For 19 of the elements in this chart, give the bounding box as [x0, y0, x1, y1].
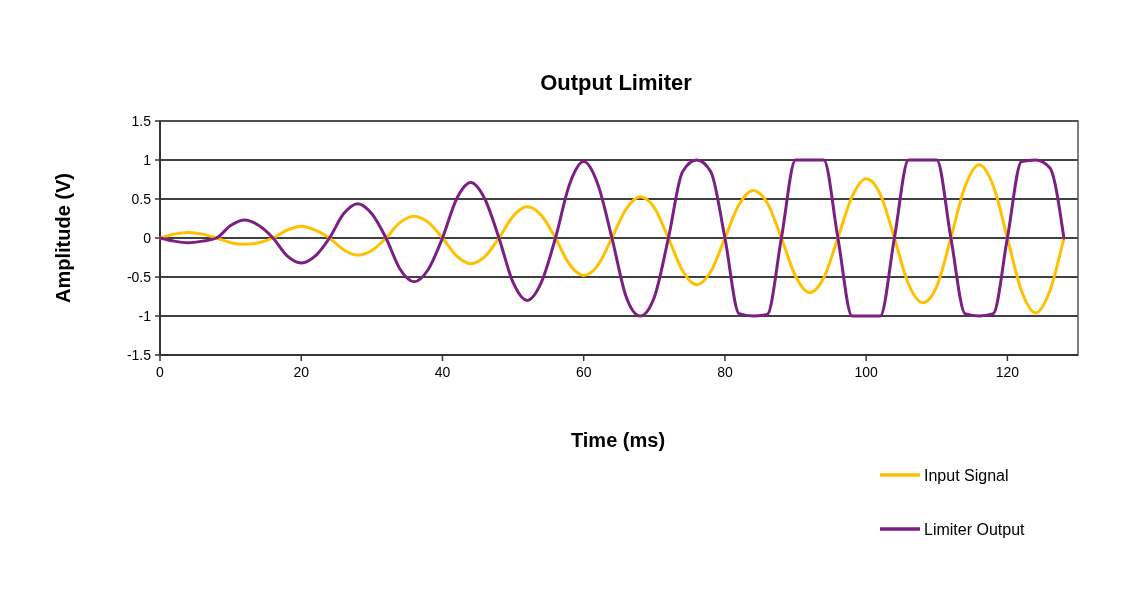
y-tick-label: 1.5 [131, 112, 152, 129]
y-tick-label: -0.5 [126, 268, 152, 285]
legend-label: Limiter Output [924, 520, 1026, 538]
y-tick-label: 0 [143, 229, 152, 246]
x-tick-label: 0 [156, 364, 165, 380]
y-tick-label: 0.5 [131, 190, 152, 207]
x-tick-label: 100 [854, 364, 879, 380]
x-tick-label: 20 [293, 364, 310, 380]
y-tick-label: -1 [138, 307, 152, 324]
chart-title: Output Limiter [540, 70, 693, 95]
x-tick-label: 80 [717, 364, 733, 380]
x-tick-label: 120 [995, 364, 1020, 380]
y-tick-label: 1 [143, 151, 152, 168]
legend-label: Input Signal [924, 466, 1009, 484]
x-tick-label: 40 [434, 364, 451, 380]
y-tick-label: -1.5 [126, 346, 152, 363]
x-tick-label: 60 [575, 364, 592, 380]
y-axis-title: Amplitude (V) [52, 173, 74, 303]
x-axis-title: Time (ms) [570, 429, 666, 451]
